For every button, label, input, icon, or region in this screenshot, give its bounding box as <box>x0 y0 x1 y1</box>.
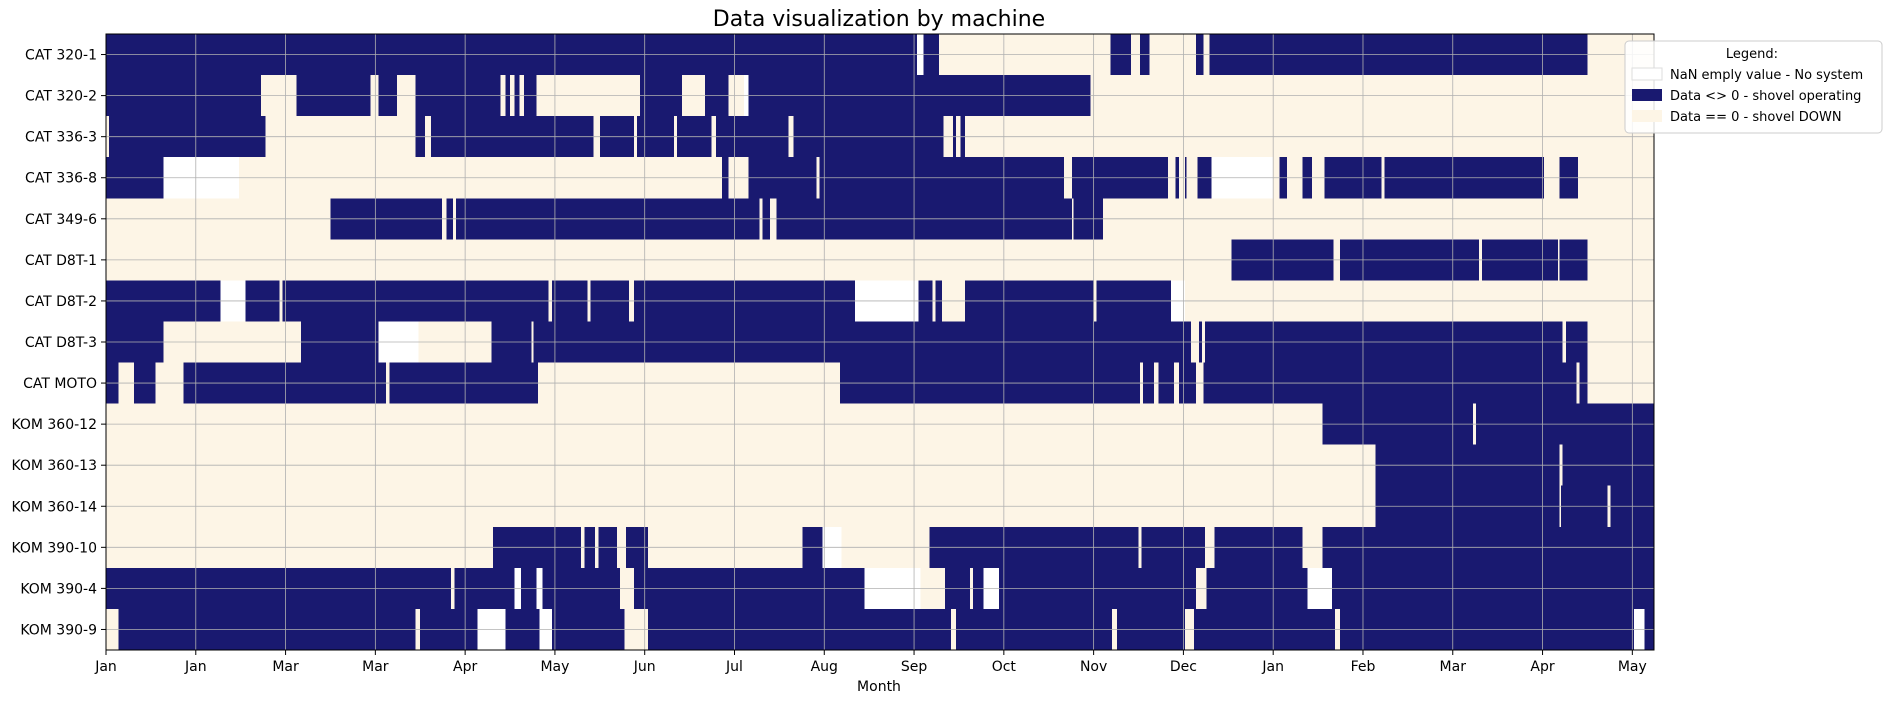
x-tick-label: Jan <box>184 659 207 675</box>
legend: Legend: NaN emply value - No system Data … <box>1624 40 1883 134</box>
legend-title: Legend: <box>1726 47 1778 62</box>
legend-swatch-down <box>1632 110 1662 122</box>
x-tick-label: Nov <box>1080 659 1107 675</box>
x-axis-label: Month <box>857 679 901 695</box>
x-tick-label: Mar <box>362 659 389 675</box>
y-tick-label: CAT 336-3 <box>25 130 97 146</box>
x-tick-label: Jan <box>1261 659 1284 675</box>
x-tick-label: Oct <box>992 659 1017 675</box>
x-tick-label: Apr <box>1530 659 1554 675</box>
x-tick-label: Feb <box>1351 659 1376 675</box>
x-tick-label: Jul <box>725 659 743 675</box>
x-tick-label: May <box>540 659 569 675</box>
x-tick-label: Dec <box>1170 659 1197 675</box>
y-tick-label: KOM 360-13 <box>11 458 97 474</box>
x-tick-label: Sep <box>901 659 928 675</box>
y-tick-label: KOM 390-10 <box>11 540 97 556</box>
y-tick-label: KOM 390-4 <box>20 581 97 597</box>
legend-swatch-up <box>1632 89 1662 101</box>
x-tick-label: Mar <box>1440 659 1467 675</box>
x-tick-label: Apr <box>453 659 477 675</box>
y-tick-label: KOM 390-9 <box>20 622 97 638</box>
grid-layer <box>105 34 1654 650</box>
legend-label-up: Data <> 0 - shovel operating <box>1670 89 1861 104</box>
y-tick-label: KOM 360-14 <box>11 499 97 515</box>
legend-label-down: Data == 0 - shovel DOWN <box>1670 110 1842 125</box>
x-tick-label: Jan <box>94 659 117 675</box>
y-tick-label: CAT 320-1 <box>25 48 97 64</box>
legend-frame <box>1624 40 1883 134</box>
x-tick-label: Jun <box>633 659 656 675</box>
x-tick-label: Mar <box>272 659 299 675</box>
legend-swatch-nan <box>1631 67 1663 81</box>
legend-label-nan: NaN emply value - No system <box>1670 68 1863 83</box>
y-tick-label: CAT 349-6 <box>25 212 97 228</box>
chart-title: Data visualization by machine <box>713 7 1045 32</box>
y-axis: CAT 320-1 CAT 320-2 CAT 336-3 CAT 336-8 CAT … <box>11 48 106 638</box>
y-tick-label: KOM 360-12 <box>11 417 97 433</box>
y-tick-label: CAT 336-8 <box>25 171 97 187</box>
x-tick-label: Aug <box>811 659 838 675</box>
x-axis: Jan Jan Mar Mar Apr May Jun Jul Aug Sep Oct Nov Dec J… <box>94 650 1647 675</box>
y-tick-label: CAT D8T-1 <box>25 253 97 269</box>
y-tick-label: CAT D8T-2 <box>25 294 97 310</box>
y-tick-label: CAT MOTO <box>23 376 97 392</box>
y-tick-label: CAT D8T-3 <box>25 335 97 351</box>
y-tick-label: CAT 320-2 <box>25 89 97 105</box>
x-tick-label: May <box>1618 659 1647 675</box>
